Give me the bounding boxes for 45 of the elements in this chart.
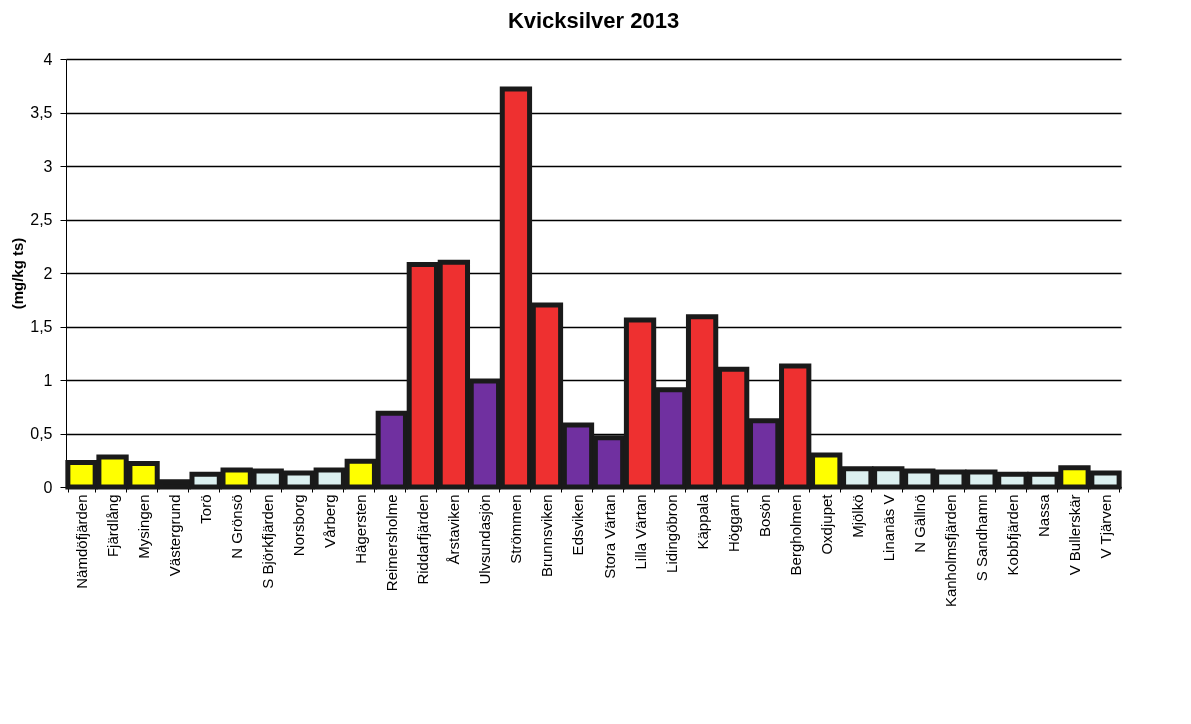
x-tick-label: Västergrund — [166, 494, 184, 577]
y-tick-label: 1 — [43, 371, 53, 389]
x-tick-label: Norsborg — [290, 494, 308, 557]
x-tick-label: Lilla Värtan — [631, 494, 649, 570]
y-tick-label: 0,5 — [30, 425, 53, 442]
x-tick-label: S Björkfjärden — [259, 494, 277, 589]
y-tick-label: 2 — [43, 264, 53, 282]
y-tick-label: 0 — [43, 478, 53, 496]
y-tick-label: 4 — [43, 50, 53, 68]
y-tick-label: 3,5 — [30, 104, 53, 121]
x-tick-label: Brunnsviken — [538, 494, 556, 578]
x-tick-label: Ulvsundasjön — [476, 494, 494, 585]
x-tick-label: Stora Värtan — [600, 494, 618, 579]
y-tick-label: 3 — [43, 157, 53, 175]
x-tick-label: S Sandhamn — [972, 494, 990, 582]
x-tick-label: Mysingen — [135, 494, 153, 559]
x-tick-label: Kobbfjärden — [1003, 494, 1021, 576]
x-tick-label: Linanäs V — [879, 494, 897, 562]
x-tick-label: Nämdöfjärden — [73, 494, 91, 589]
x-tick-label: Kanholmsfjärden — [941, 494, 959, 608]
y-tick-label: 1,5 — [30, 318, 53, 335]
x-tick-label: Torö — [197, 494, 215, 524]
x-tick-label: Vårberg — [321, 494, 339, 548]
chart-title: Kvicksilver 2013 — [507, 8, 680, 33]
x-tick-label: Mjölkö — [848, 494, 866, 538]
x-tick-label: Bosön — [755, 494, 773, 538]
x-tick-label: Nassa — [1034, 493, 1052, 538]
x-tick-label: Oxdjupet — [817, 493, 835, 555]
x-tick-label: Bergholmen — [786, 494, 804, 576]
x-tick-label: Edsviken — [569, 494, 587, 556]
y-axis-title: (mg/kg ts) — [9, 237, 27, 310]
x-tick-label: V Bullerskär — [1065, 494, 1083, 576]
x-tick-label: Fjärdlång — [104, 494, 122, 558]
x-tick-label: Strömmen — [507, 494, 525, 564]
x-tick-label: Lidingöbron — [662, 494, 680, 573]
x-tick-label: Höggarn — [724, 494, 742, 553]
y-tick-label: 2,5 — [30, 211, 53, 228]
x-tick-label: N Gällnö — [910, 494, 928, 553]
x-tick-label: Årstaviken — [445, 494, 463, 565]
x-tick-label: N Grönsö — [228, 494, 246, 559]
x-tick-label: Hägersten — [352, 494, 370, 564]
x-tick-label: V Tjärven — [1096, 494, 1114, 559]
x-tick-label: Reimersholme — [383, 494, 401, 592]
x-tick-label: Riddarfjärden — [414, 494, 432, 585]
x-tick-label: Käppala — [693, 493, 711, 550]
